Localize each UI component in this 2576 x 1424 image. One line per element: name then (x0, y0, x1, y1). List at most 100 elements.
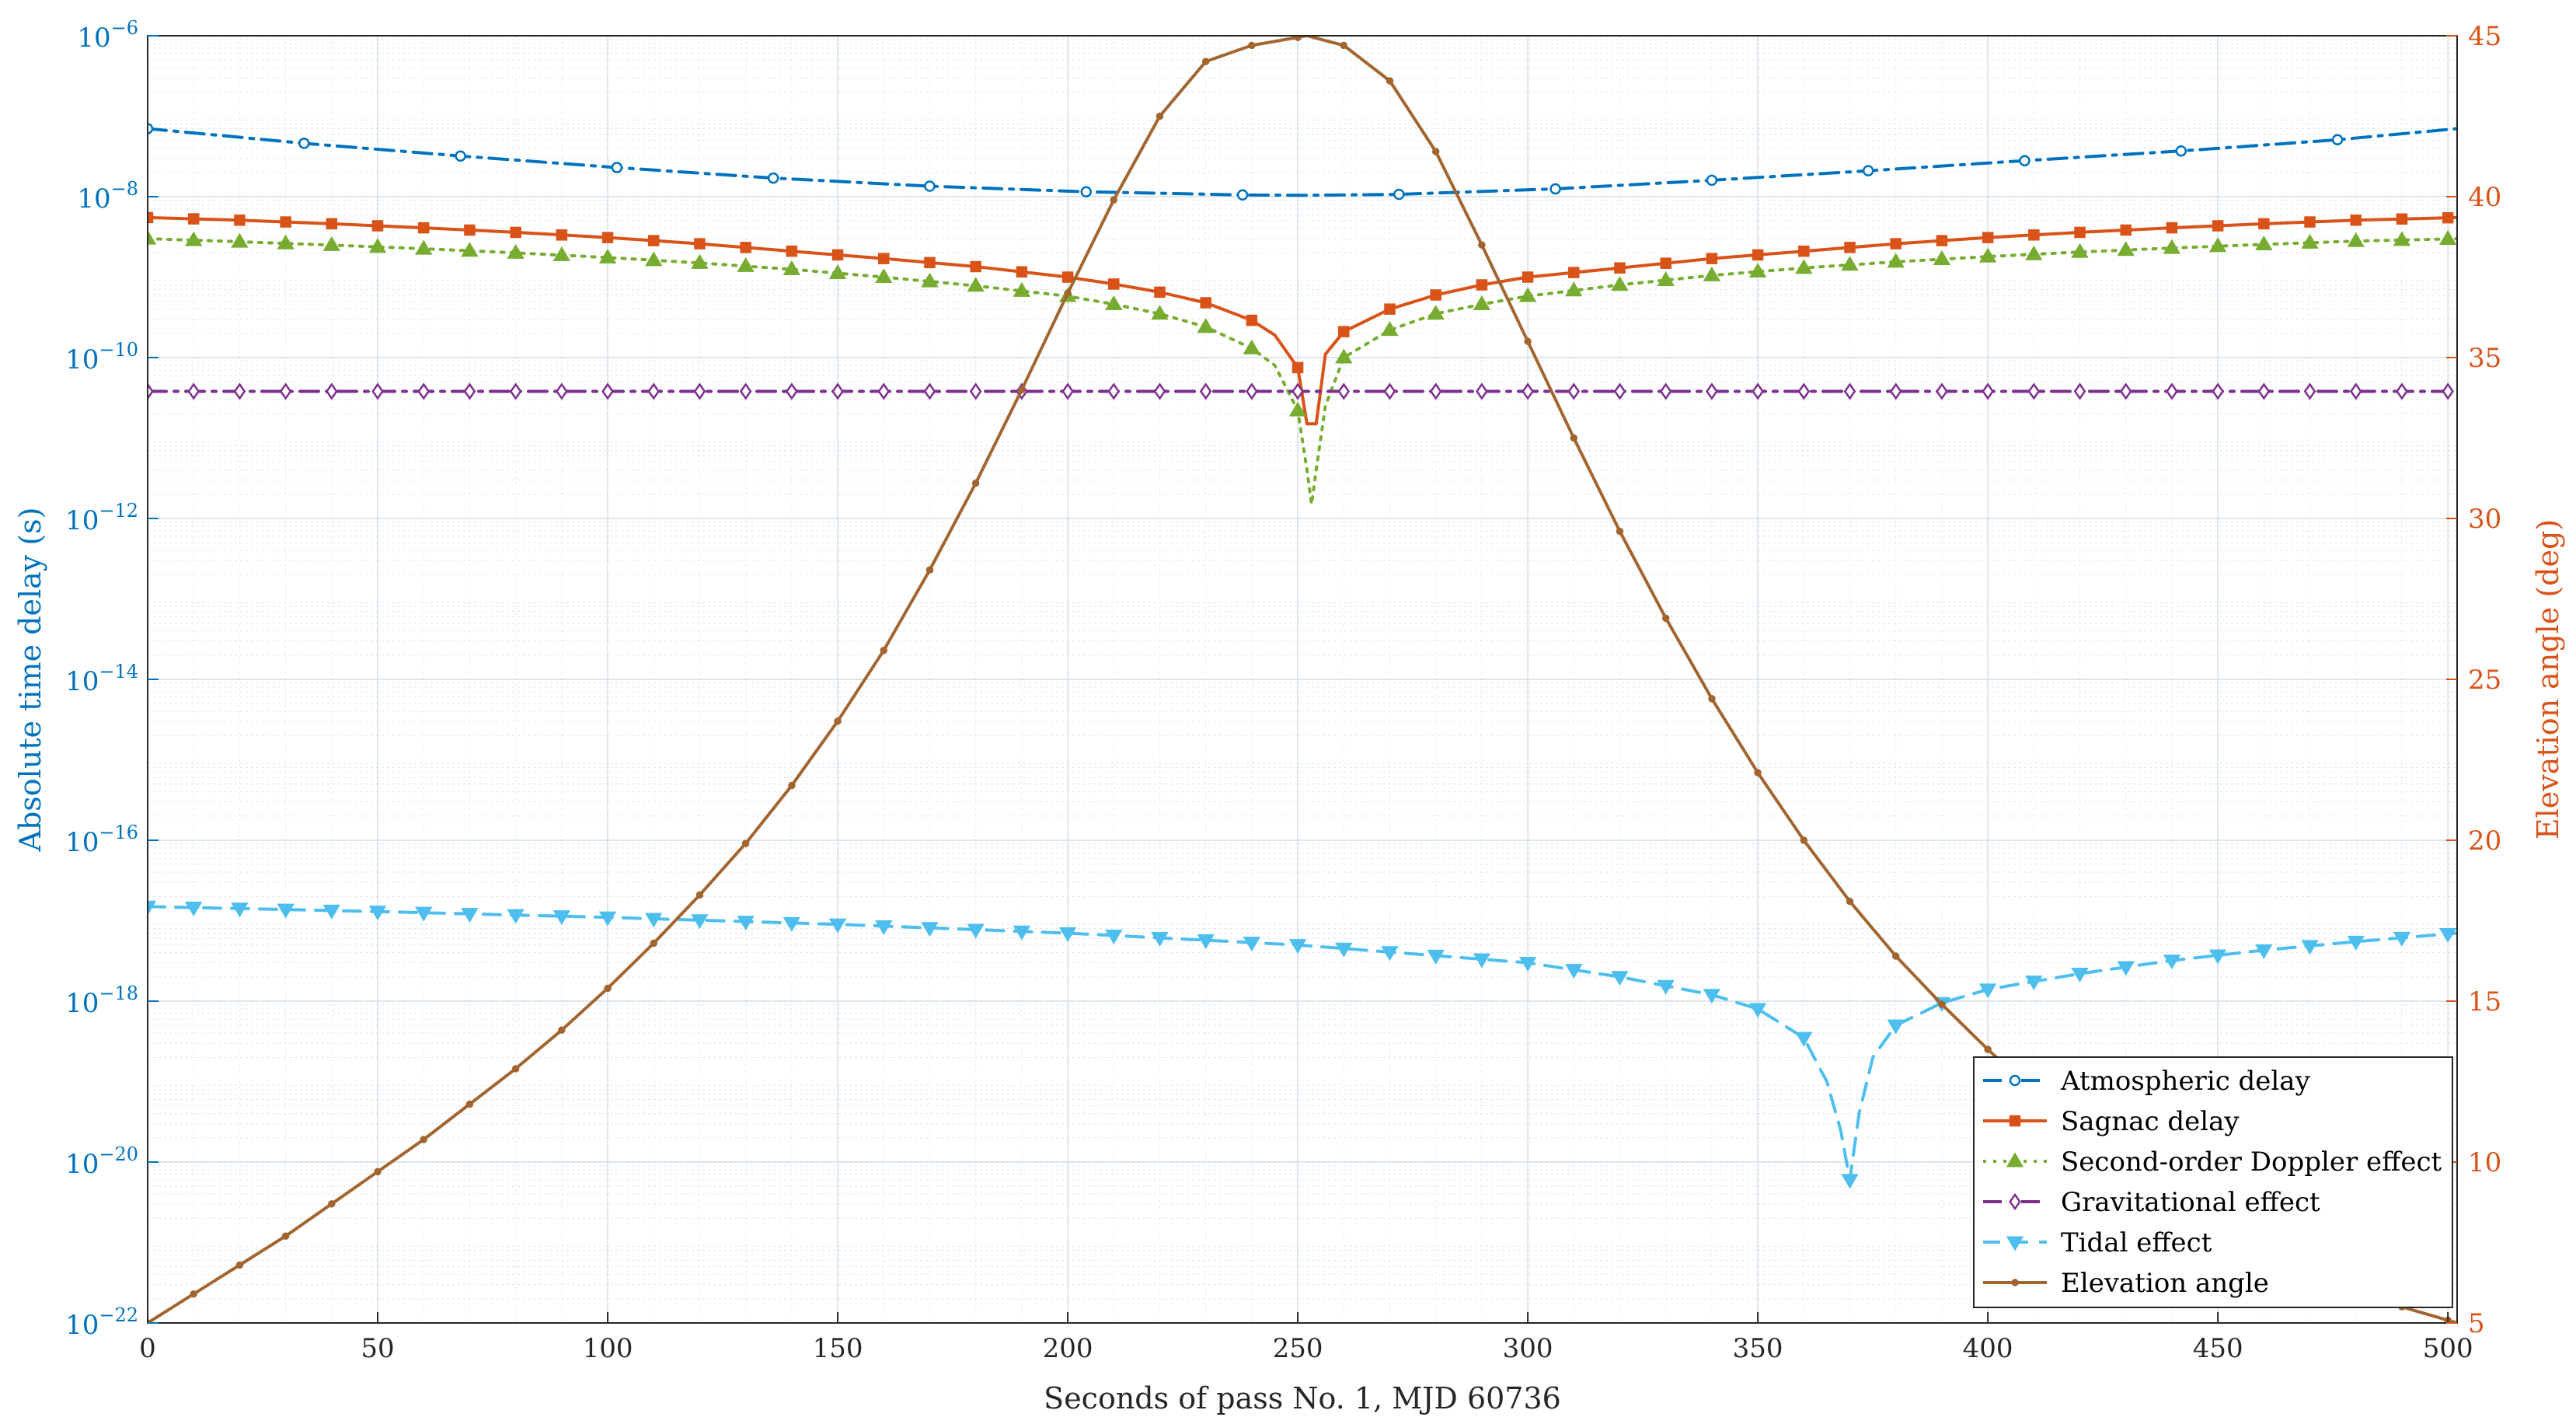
point-tidal (1518, 957, 1537, 972)
point-sagnac (1660, 257, 1671, 269)
point-atmospheric (924, 180, 936, 192)
legend-marker-elevation (2011, 1279, 2019, 1286)
point-atmospheric (1862, 165, 1874, 176)
point-sagnac (1384, 303, 1396, 315)
point-gravitational (1476, 382, 1488, 400)
point-gravitational (1107, 382, 1121, 400)
left-tick-label: 10−10 (65, 339, 138, 375)
point-elevation (1018, 386, 1026, 394)
point-sagnac (1522, 271, 1534, 283)
point-elevation (741, 839, 750, 847)
x-tick-label: 150 (813, 1333, 863, 1364)
x-tick-label: 0 (139, 1333, 156, 1364)
point-gravitational (1522, 382, 1534, 400)
point-tidal (2163, 955, 2181, 970)
point-sagnac (1200, 297, 1211, 309)
point-elevation (834, 717, 842, 725)
point-doppler (2301, 233, 2319, 249)
point-atmospheric (1393, 188, 1405, 201)
point-doppler (1748, 263, 1767, 278)
point-doppler (737, 257, 755, 272)
point-gravitational (1889, 382, 1902, 400)
point-sagnac (2442, 211, 2454, 224)
point-tidal (2025, 976, 2043, 991)
point-sagnac (831, 249, 844, 261)
point-tidal (2438, 927, 2457, 943)
point-atmospheric (1706, 174, 1718, 187)
point-doppler (1933, 250, 1951, 265)
point-elevation (374, 1167, 382, 1176)
point-tidal (2255, 944, 2273, 959)
point-doppler (1565, 281, 1583, 297)
right-tick-label: 45 (2468, 21, 2501, 52)
right-y-axis: 5 10 15 20 25 30 35 40 45 (2446, 21, 2501, 1339)
point-sagnac (694, 238, 706, 250)
point-tidal (967, 923, 985, 939)
left-tick-label: 10−20 (65, 1143, 138, 1180)
point-doppler (783, 260, 801, 276)
point-gravitational (831, 382, 844, 400)
point-tidal (322, 904, 340, 920)
point-doppler (1243, 339, 1261, 354)
point-doppler (1611, 276, 1629, 291)
point-doppler (967, 277, 985, 292)
series-layer (148, 36, 2457, 1323)
point-doppler (1288, 401, 1307, 417)
point-sagnac (417, 222, 430, 234)
point-elevation (1938, 1000, 1946, 1008)
point-gravitational (1843, 382, 1856, 400)
series-line-atmospheric (148, 127, 2457, 197)
point-gravitational (1246, 382, 1258, 400)
point-tidal (1657, 979, 1675, 995)
point-doppler (1795, 259, 1813, 274)
point-sagnac (2258, 218, 2270, 230)
point-doppler (231, 232, 249, 248)
point-elevation (1984, 1045, 1992, 1053)
point-tidal (921, 922, 939, 937)
point-atmospheric (148, 123, 154, 134)
point-doppler (322, 236, 340, 251)
point-atmospheric (2175, 145, 2187, 157)
point-sagnac (556, 229, 568, 241)
point-sagnac (1338, 326, 1350, 337)
point-doppler (1381, 321, 1399, 337)
point-tidal (1058, 927, 1077, 942)
point-sagnac (326, 218, 338, 230)
x-tick-label: 300 (1503, 1333, 1553, 1364)
point-gravitational (1797, 382, 1811, 400)
right-tick-label: 10 (2468, 1147, 2501, 1178)
point-elevation (1570, 434, 1578, 442)
point-sagnac (234, 215, 246, 226)
series-tidal (148, 900, 2457, 1189)
left-tick-label: 10−14 (65, 661, 138, 697)
point-doppler (368, 238, 387, 253)
point-tidal (1565, 964, 1583, 979)
point-elevation (1891, 952, 1900, 960)
point-doppler (277, 234, 295, 250)
point-gravitational (969, 382, 982, 400)
point-tidal (1151, 932, 1169, 948)
legend-marker-gravitational (2009, 1192, 2021, 1211)
series-gravitational (148, 382, 2457, 400)
point-tidal (1841, 1174, 1859, 1189)
right-tick-label: 30 (2468, 504, 2501, 535)
point-gravitational (463, 382, 476, 400)
point-gravitational (2073, 382, 2086, 400)
point-sagnac (1476, 279, 1488, 291)
point-sagnac (1430, 289, 1441, 301)
series-line-sagnac (148, 215, 2457, 426)
point-tidal (1611, 971, 1629, 986)
point-sagnac (280, 216, 291, 228)
point-tidal (415, 906, 433, 922)
point-elevation (1431, 148, 1440, 155)
point-gravitational (739, 382, 752, 400)
point-sagnac (1246, 314, 1258, 326)
legend-entry-sagnac: Sagnac delay (1983, 1106, 2240, 1137)
legend-marker-doppler (2006, 1152, 2024, 1167)
point-elevation (558, 1026, 566, 1035)
point-gravitational (923, 382, 936, 400)
x-axis-title: Seconds of pass No. 1, MJD 60736 (1044, 1381, 1561, 1415)
point-gravitational (1199, 382, 1212, 400)
point-sagnac (1016, 266, 1028, 278)
point-sagnac (1982, 232, 1994, 243)
